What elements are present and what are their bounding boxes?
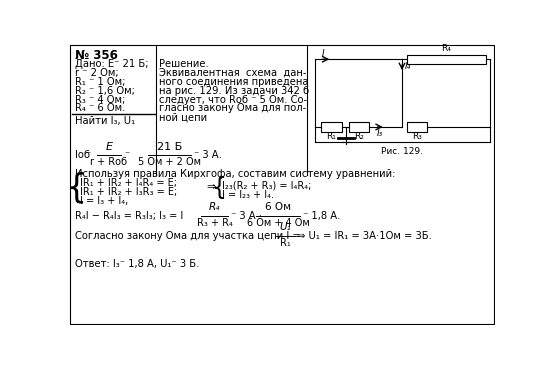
Text: R₄ ⁻ 6 Ом.: R₄ ⁻ 6 Ом. — [75, 103, 125, 114]
Text: ⁻: ⁻ — [124, 150, 130, 161]
Text: R₁: R₁ — [327, 132, 337, 141]
Text: R₄: R₄ — [209, 203, 220, 212]
Text: 6 Ом + 4 Ом: 6 Ом + 4 Ом — [246, 218, 309, 228]
Bar — [406, 55, 487, 64]
Text: I₃: I₃ — [376, 128, 383, 138]
Text: {: { — [211, 176, 226, 200]
Text: на рис. 129. Из задачи 342 б: на рис. 129. Из задачи 342 б — [158, 86, 309, 96]
Text: R₂ ⁻ 1,6 Ом;: R₂ ⁻ 1,6 Ом; — [75, 86, 135, 96]
Text: 6 Ом: 6 Ом — [265, 203, 291, 212]
Text: Рис. 129.: Рис. 129. — [381, 147, 423, 156]
Text: I = I₂₃ + I₄.: I = I₂₃ + I₄. — [222, 190, 274, 200]
Text: ного соединения приведена: ного соединения приведена — [158, 77, 308, 87]
Text: r ⁻ 2 Ом;: r ⁻ 2 Ом; — [75, 68, 119, 78]
Text: Ε: Ε — [106, 142, 113, 151]
Text: Согласно закону Ома для участка цепи I =: Согласно закону Ома для участка цепи I = — [75, 231, 301, 241]
Bar — [321, 122, 342, 131]
Text: 21 Б: 21 Б — [157, 142, 182, 151]
Text: Дано: Ε⁻ 21 Б;: Дано: Ε⁻ 21 Б; — [75, 59, 148, 69]
Text: ной цепи: ной цепи — [158, 112, 207, 122]
Text: Используя правила Кирхгофа, составим систему уравнений:: Используя правила Кирхгофа, составим сис… — [75, 169, 395, 179]
Text: R₃ + R₄: R₃ + R₄ — [196, 218, 233, 228]
Bar — [349, 122, 370, 131]
Bar — [406, 122, 427, 131]
Text: ⁻: ⁻ — [86, 150, 91, 161]
Text: R₄I − R₄I₃ = R₃I₃; I₃ = I: R₄I − R₄I₃ = R₃I₃; I₃ = I — [75, 211, 183, 221]
Text: I = I₃ + I₄,: I = I₃ + I₄, — [80, 196, 128, 206]
Text: r + Rоб: r + Rоб — [91, 157, 128, 167]
Text: следует, что Rоб ⁻ 5 Ом. Со-: следует, что Rоб ⁻ 5 Ом. Со- — [158, 95, 307, 105]
Text: Решение.: Решение. — [158, 59, 208, 69]
Text: {: { — [66, 171, 87, 204]
Text: R₄: R₄ — [442, 44, 452, 53]
Text: R₁ ⁻ 1 Ом;: R₁ ⁻ 1 Ом; — [75, 77, 125, 87]
Text: Iоб: Iоб — [75, 150, 90, 161]
Text: Найти I₃, U₁: Найти I₃, U₁ — [75, 116, 135, 126]
Text: гласно закону Ома для пол-: гласно закону Ома для пол- — [158, 103, 306, 114]
Text: I₂₃(R₂ + R₃) = I₄R₄;: I₂₃(R₂ + R₃) = I₄R₄; — [222, 181, 312, 191]
Text: I₄: I₄ — [404, 62, 410, 72]
Text: ⁻ 3 А.: ⁻ 3 А. — [194, 150, 222, 161]
Text: № 356: № 356 — [75, 49, 118, 62]
Text: R₃: R₃ — [412, 132, 422, 141]
Text: ⁻ 1,8 А.: ⁻ 1,8 А. — [303, 211, 340, 221]
Text: ⁻ 3 А ·: ⁻ 3 А · — [231, 211, 262, 221]
Text: I: I — [322, 49, 324, 58]
Text: R₂: R₂ — [354, 132, 364, 141]
Text: Ответ: I₃⁻ 1,8 А, U₁⁻ 3 Б.: Ответ: I₃⁻ 1,8 А, U₁⁻ 3 Б. — [75, 260, 199, 269]
Text: R₁: R₁ — [280, 238, 291, 248]
Text: IR₁ + IR₂ + I₄R₄ = Ε;: IR₁ + IR₂ + I₄R₄ = Ε; — [80, 178, 177, 188]
Text: R₃ ⁻ 4 Ом;: R₃ ⁻ 4 Ом; — [75, 95, 125, 105]
Text: Эквивалентная  схема  дан-: Эквивалентная схема дан- — [158, 68, 306, 78]
Text: U₁: U₁ — [280, 222, 292, 233]
Text: 5 Ом + 2 Ом: 5 Ом + 2 Ом — [138, 157, 201, 167]
Text: ⇒: ⇒ — [206, 182, 215, 192]
Text: IR₁ + IR₂ + I₃R₃ = Ε;: IR₁ + IR₂ + I₃R₃ = Ε; — [80, 187, 177, 197]
Text: ⇒ U₁ = IR₁ = 3А·1Ом = 3Б.: ⇒ U₁ = IR₁ = 3А·1Ом = 3Б. — [298, 231, 432, 241]
